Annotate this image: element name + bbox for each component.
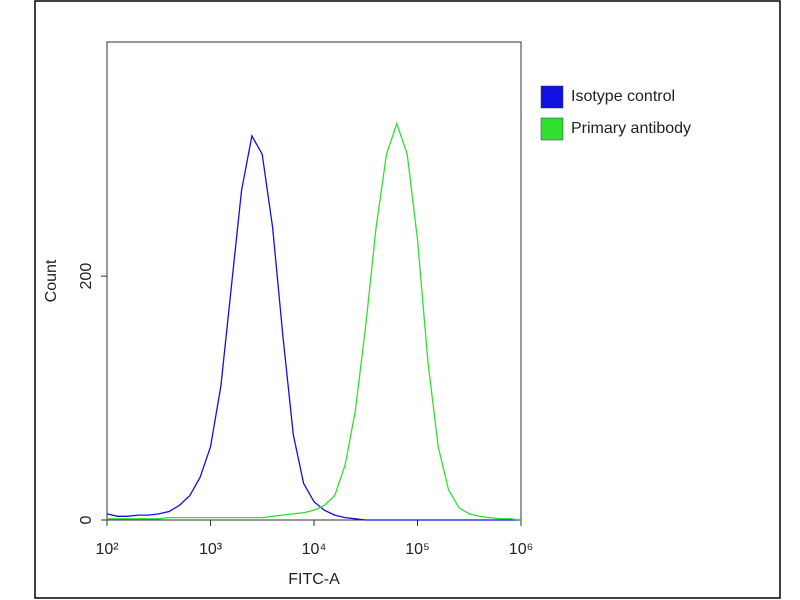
x-tick-label: 10³ [199, 541, 223, 558]
y-axis-label: Count [43, 259, 60, 302]
frame [34, 0, 781, 599]
x-axis-label: FITC-A [288, 571, 340, 588]
x-tick-label: 10⁵ [405, 541, 429, 558]
legend-label: Primary antibody [571, 120, 691, 137]
legend-swatch [540, 85, 564, 109]
series-line [106, 134, 521, 521]
legend-label: Isotype control [571, 88, 675, 105]
y-tick-label: 200 [78, 263, 95, 290]
x-tick-label: 10⁴ [302, 541, 327, 558]
x-tick-label: 10⁶ [509, 541, 533, 558]
y-tick-label: 0 [78, 515, 95, 524]
legend-swatch [540, 117, 564, 141]
series-line [107, 121, 522, 521]
x-tick-label: 10² [95, 541, 119, 558]
